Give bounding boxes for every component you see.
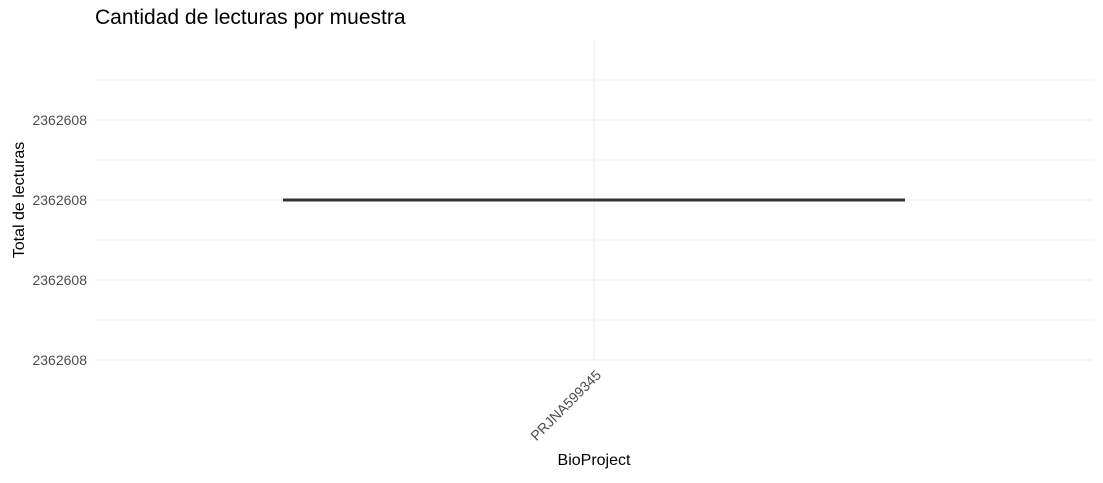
y-tick-label: 2362608 bbox=[32, 192, 87, 208]
x-tick-label: PRJNA599345 bbox=[527, 367, 604, 444]
y-tick-label: 2362608 bbox=[32, 112, 87, 128]
y-tick-label: 2362608 bbox=[32, 272, 87, 288]
y-tick-label: 2362608 bbox=[32, 352, 87, 368]
x-axis-title: BioProject bbox=[558, 452, 631, 469]
chart-title: Cantidad de lecturas por muestra bbox=[95, 6, 406, 29]
y-axis-title: Total de lecturas bbox=[11, 142, 28, 259]
